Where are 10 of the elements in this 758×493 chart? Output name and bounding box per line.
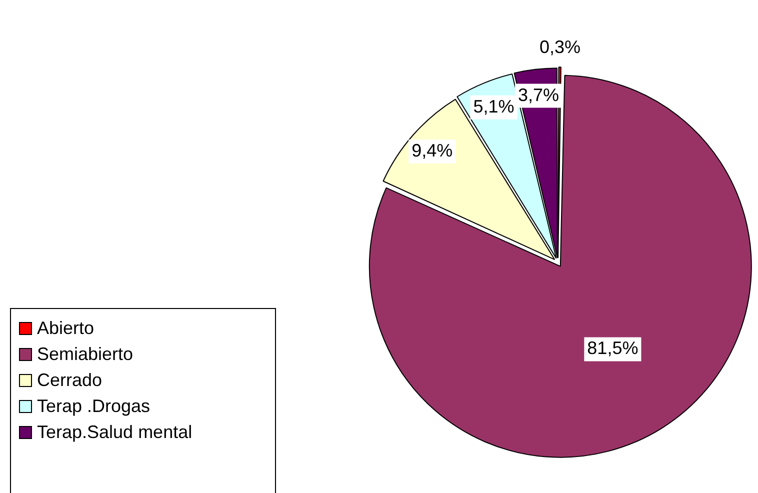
legend-label: Cerrado xyxy=(37,369,102,392)
legend-label: Terap .Drogas xyxy=(37,395,150,418)
legend-label: Semiabierto xyxy=(37,343,134,366)
legend-label: Terap.Salud mental xyxy=(37,421,192,444)
data-label: 0,3% xyxy=(540,37,581,58)
legend-label: Abierto xyxy=(37,317,94,340)
data-label: 9,4% xyxy=(412,140,453,160)
data-label: 3,7% xyxy=(518,84,560,105)
data-label: 81,5% xyxy=(587,338,638,358)
data-label: 5,1% xyxy=(473,96,514,116)
